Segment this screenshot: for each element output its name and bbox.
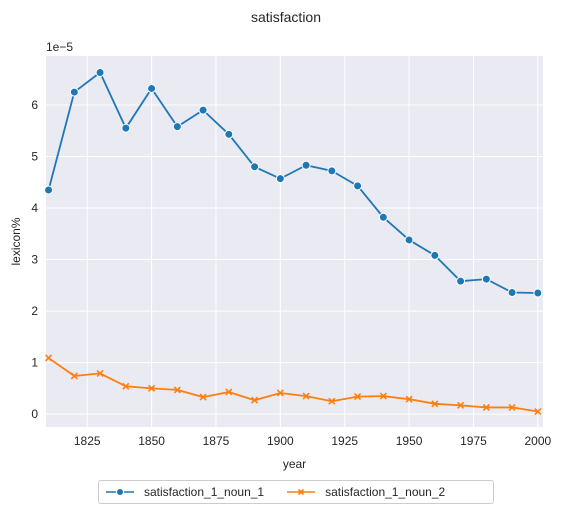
x-tick-label: 1950 [396,434,423,448]
x-tick-label: 1900 [267,434,294,448]
series-2-point [45,354,53,362]
series-2-point [405,395,413,403]
series-2-point [457,401,465,409]
series-line-2 [48,357,538,413]
series-2-point [148,384,156,392]
series-2-point [508,403,516,411]
series-2-point [534,407,542,416]
series-1-point [327,166,337,176]
series-1-point [301,160,311,170]
plot-area [46,56,543,427]
series-2-point [199,393,207,401]
y-tick-label: 0 [31,407,38,421]
series-1-point [507,288,517,298]
series-2-point [251,396,259,404]
series-1-point [224,129,234,139]
legend-line-marker-icon [106,488,134,496]
series-2-point [431,400,439,408]
series-1-point [250,162,260,172]
series-1-point [378,212,388,222]
legend-item-series-2: satisfaction_1_noun_2 [285,485,445,499]
series-1-point [198,105,208,115]
x-tick-label: 1925 [331,434,358,448]
y-tick-label: 1 [31,356,38,370]
series-1-point [430,250,440,260]
x-tick-label: 1975 [460,434,487,448]
series-2-point [225,388,233,396]
y-tick-label: 5 [31,149,38,163]
series-1-point [172,122,182,132]
series-2-point [302,392,310,400]
series-2-point [276,389,284,397]
series-2-point [328,397,336,405]
series-1-point [275,174,285,184]
series-1-point [533,288,543,298]
series-1-point [404,235,414,245]
x-tick-label: 1875 [203,434,230,448]
series-1-point [44,185,54,195]
legend-label-series-2: satisfaction_1_noun_2 [325,485,446,499]
x-tick-label: 1825 [74,434,101,448]
series-2-point [354,393,362,401]
y-tick-label: 4 [31,201,38,215]
series-2-point [379,392,387,400]
y-axis-label: lexicon% [9,217,23,265]
legend-item-series-1: satisfaction_1_noun_1 [104,485,264,499]
series-1-point [147,83,157,93]
y-tick-label: 2 [31,304,38,318]
chart-title: satisfaction [251,9,321,25]
series-1-point [121,123,131,133]
series-line-1 [47,71,538,294]
series-2-point [173,386,181,394]
legend-label-series-1: satisfaction_1_noun_1 [144,485,265,499]
series-1-point [69,87,79,97]
series-1-point [456,276,466,286]
x-tick-label: 2000 [524,434,551,448]
x-tick-label: 1850 [138,434,165,448]
x-axis-label: year [283,457,306,471]
series-1-point [353,181,363,191]
y-scale-offset-label: 1e−5 [46,40,73,54]
legend-line-x-marker-icon [287,488,316,496]
series-1-point [481,274,491,284]
legend: satisfaction_1_noun_1 satisfaction_1_nou… [98,480,494,504]
series-1-point [95,67,105,77]
series-2-point [122,382,130,390]
y-tick-label: 6 [31,98,38,112]
series-2-point [96,369,104,377]
y-tick-label: 3 [31,253,38,267]
series-2-point [70,372,78,380]
series-2-point [482,403,490,411]
